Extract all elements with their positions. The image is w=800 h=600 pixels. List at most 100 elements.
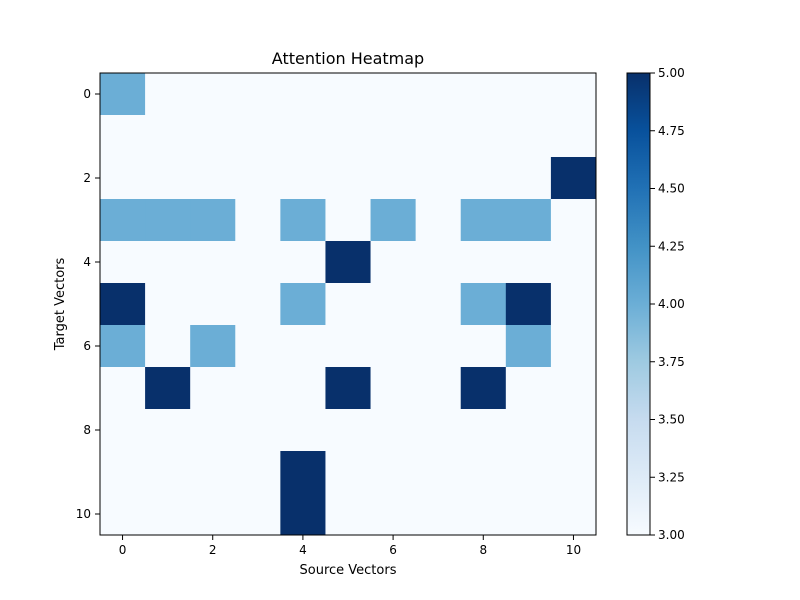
heatmap-cell xyxy=(415,157,462,200)
heatmap-cell xyxy=(550,325,597,368)
heatmap-cell xyxy=(460,367,507,410)
x-tick-label: 6 xyxy=(389,543,397,557)
heatmap-cell xyxy=(505,73,552,116)
heatmap-cell xyxy=(145,241,191,284)
heatmap-cell xyxy=(550,199,597,242)
heatmap-cell xyxy=(280,451,326,494)
heatmap-cell xyxy=(370,241,417,284)
heatmap-cell xyxy=(235,199,281,242)
y-axis-ticks: 0 2 4 6 8 10 xyxy=(76,87,100,521)
heatmap-cell xyxy=(550,115,597,158)
x-tick-label: 10 xyxy=(566,543,581,557)
y-tick-label: 2 xyxy=(83,171,91,185)
colorbar-tick-label: 3.50 xyxy=(658,413,685,427)
heatmap-cell xyxy=(415,73,462,116)
heatmap-cell xyxy=(190,199,236,242)
heatmap-cell xyxy=(505,451,552,494)
heatmap-cell xyxy=(460,283,507,326)
heatmap-cell xyxy=(550,367,597,410)
heatmap-cell xyxy=(145,409,191,452)
x-tick-label: 8 xyxy=(479,543,487,557)
heatmap-cell xyxy=(550,157,597,200)
heatmap-cell xyxy=(415,367,462,410)
heatmap-cell xyxy=(415,115,462,158)
colorbar-tick-label: 4.50 xyxy=(658,182,685,196)
heatmap-cell xyxy=(280,157,326,200)
x-tick-label: 0 xyxy=(119,543,127,557)
colorbar-tick-label: 4.75 xyxy=(658,124,685,138)
heatmap-cell xyxy=(370,199,417,242)
heatmap-cell xyxy=(145,451,191,494)
heatmap-cell xyxy=(145,157,191,200)
y-tick-label: 10 xyxy=(76,507,91,521)
x-axis-ticks: 0 2 4 6 8 10 xyxy=(119,535,581,557)
heatmap-cell xyxy=(190,325,236,368)
colorbar xyxy=(626,72,651,536)
heatmap-cell xyxy=(235,283,281,326)
heatmap-cell xyxy=(550,73,597,116)
heatmap-cell xyxy=(190,283,236,326)
heatmap-cell xyxy=(415,493,462,536)
heatmap-cell xyxy=(100,493,146,536)
chart-title: Attention Heatmap xyxy=(272,49,424,68)
heatmap-cell xyxy=(415,409,462,452)
heatmap-cell xyxy=(415,325,462,368)
heatmap-cell xyxy=(415,241,462,284)
heatmap-cell xyxy=(505,409,552,452)
heatmap-cell xyxy=(190,367,236,410)
heatmap-cell xyxy=(505,325,552,368)
heatmap-cell xyxy=(145,367,191,410)
heatmap-cell xyxy=(100,451,146,494)
heatmap-cell xyxy=(505,241,552,284)
heatmap-cell xyxy=(460,199,507,242)
heatmap-cell xyxy=(100,157,146,200)
heatmap-cell xyxy=(550,451,597,494)
heatmap-cell xyxy=(415,451,462,494)
heatmap-cell xyxy=(325,115,372,158)
heatmap-cell xyxy=(235,241,281,284)
heatmap-cell xyxy=(370,157,417,200)
heatmap-cell xyxy=(280,325,326,368)
y-tick-label: 6 xyxy=(83,339,91,353)
heatmap-cell xyxy=(280,241,326,284)
heatmap-cell xyxy=(190,451,236,494)
heatmap-cell xyxy=(325,199,372,242)
colorbar-tick-label: 3.75 xyxy=(658,355,685,369)
heatmap-cell xyxy=(460,451,507,494)
heatmap-cell xyxy=(460,241,507,284)
heatmap-cell xyxy=(100,115,146,158)
x-tick-label: 4 xyxy=(299,543,307,557)
heatmap-cell xyxy=(370,115,417,158)
heatmap-cell xyxy=(190,115,236,158)
heatmap-cell xyxy=(100,409,146,452)
heatmap-cell xyxy=(370,325,417,368)
colorbar-tick-label: 5.00 xyxy=(658,66,685,80)
heatmap-cell xyxy=(280,367,326,410)
heatmap-cell xyxy=(190,157,236,200)
heatmap-cell xyxy=(190,241,236,284)
heatmap-cell xyxy=(235,73,281,116)
heatmap-cell xyxy=(505,199,552,242)
heatmap-cell xyxy=(100,325,146,368)
heatmap-cell xyxy=(145,325,191,368)
colorbar-ticks: 3.00 3.25 3.50 3.75 4.00 4.25 4.50 4.75 5.00 xyxy=(650,66,685,542)
heatmap-cell xyxy=(325,451,372,494)
heatmap-cell xyxy=(145,283,191,326)
heatmap-cell xyxy=(190,73,236,116)
heatmap-cell xyxy=(460,325,507,368)
heatmap-cell xyxy=(235,367,281,410)
heatmap-cell xyxy=(280,493,326,536)
heatmap-cell xyxy=(235,451,281,494)
heatmap-cell xyxy=(235,157,281,200)
plot-frame xyxy=(99,72,597,536)
y-axis-label: Target Vectors xyxy=(53,258,68,352)
heatmap-cells xyxy=(100,73,597,536)
heatmap-cell xyxy=(505,493,552,536)
heatmap-cell xyxy=(550,241,597,284)
colorbar-tick-label: 4.00 xyxy=(658,297,685,311)
x-axis-label: Source Vectors xyxy=(300,563,397,578)
heatmap-cell xyxy=(550,493,597,536)
heatmap-cell xyxy=(100,283,146,326)
heatmap-cell xyxy=(370,409,417,452)
